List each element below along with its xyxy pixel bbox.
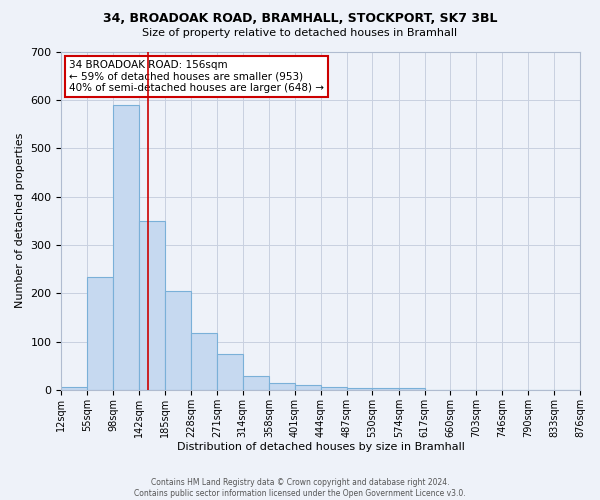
- Bar: [113, 104, 139, 390]
- Bar: [295, 385, 321, 390]
- X-axis label: Distribution of detached houses by size in Bramhall: Distribution of detached houses by size …: [177, 442, 464, 452]
- Bar: [139, 220, 165, 390]
- Bar: [191, 333, 217, 390]
- Bar: [87, 277, 113, 390]
- Bar: [61, 386, 87, 390]
- Bar: [242, 376, 269, 390]
- Text: Size of property relative to detached houses in Bramhall: Size of property relative to detached ho…: [142, 28, 458, 38]
- Bar: [347, 388, 373, 390]
- Text: 34, BROADOAK ROAD, BRAMHALL, STOCKPORT, SK7 3BL: 34, BROADOAK ROAD, BRAMHALL, STOCKPORT, …: [103, 12, 497, 26]
- Bar: [269, 382, 295, 390]
- Bar: [321, 386, 347, 390]
- Text: 34 BROADOAK ROAD: 156sqm
← 59% of detached houses are smaller (953)
40% of semi-: 34 BROADOAK ROAD: 156sqm ← 59% of detach…: [69, 60, 324, 93]
- Text: Contains HM Land Registry data © Crown copyright and database right 2024.
Contai: Contains HM Land Registry data © Crown c…: [134, 478, 466, 498]
- Bar: [217, 354, 242, 390]
- Bar: [165, 291, 191, 390]
- Y-axis label: Number of detached properties: Number of detached properties: [15, 133, 25, 308]
- Bar: [399, 388, 425, 390]
- Bar: [373, 388, 399, 390]
